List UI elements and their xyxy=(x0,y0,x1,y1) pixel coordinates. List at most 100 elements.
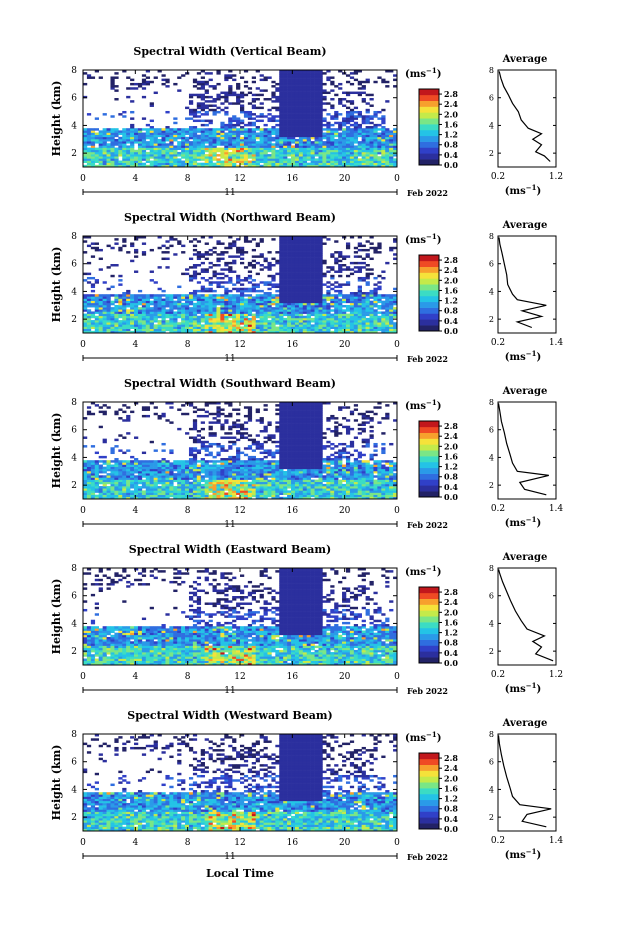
heatmap-cell xyxy=(373,128,378,131)
heatmap-cell xyxy=(247,270,253,273)
heatmap-cell xyxy=(298,304,304,308)
heatmap-cell xyxy=(314,279,319,282)
heatmap-cell xyxy=(326,298,331,301)
heatmap-cell xyxy=(310,294,315,297)
heatmap-cell xyxy=(275,317,280,321)
heatmap-cell xyxy=(287,115,292,118)
heatmap-cell xyxy=(291,285,296,289)
heatmap-cell xyxy=(283,141,288,144)
heatmap-cell xyxy=(130,110,135,114)
heatmap-cell xyxy=(157,496,162,500)
heatmap-cell xyxy=(161,143,166,146)
heatmap-cell xyxy=(381,322,386,325)
heatmap-cell xyxy=(204,104,209,107)
heatmap-cell xyxy=(204,302,209,306)
x-tick-label: 0 xyxy=(80,340,86,350)
heatmap-cell xyxy=(365,311,370,314)
heatmap-cell xyxy=(118,462,123,465)
heatmap-cell xyxy=(181,466,186,470)
heatmap-cell xyxy=(196,128,202,131)
heatmap-cell xyxy=(126,296,131,299)
heatmap-cell xyxy=(185,496,190,500)
heatmap-cell xyxy=(279,147,284,151)
heatmap-cell xyxy=(294,160,300,163)
heatmap-cell xyxy=(86,154,92,157)
heatmap-cell xyxy=(275,289,280,293)
heatmap-cell xyxy=(314,311,319,314)
heatmap-cell xyxy=(377,274,382,278)
heatmap-cell xyxy=(90,494,96,498)
heatmap-cell xyxy=(157,473,162,476)
heatmap-cell xyxy=(208,248,213,252)
heatmap-cell xyxy=(365,162,370,166)
heatmap-cell xyxy=(90,300,96,304)
heatmap-cell xyxy=(141,470,147,474)
heatmap-cell xyxy=(314,110,319,114)
heatmap-cell xyxy=(385,100,390,103)
heatmap-cell xyxy=(149,300,154,304)
heatmap-cell xyxy=(130,479,135,483)
heatmap-cell xyxy=(365,276,370,280)
heatmap-cell xyxy=(208,158,213,161)
heatmap-cell xyxy=(283,82,288,86)
heatmap-cell xyxy=(86,475,92,478)
heatmap-cell xyxy=(361,294,366,297)
heatmap-cell xyxy=(196,240,202,243)
heatmap-cell xyxy=(365,272,370,276)
heatmap-cell xyxy=(220,164,225,168)
heatmap-cell xyxy=(318,104,323,107)
heatmap-cell xyxy=(169,481,174,485)
heatmap-cell xyxy=(271,330,276,334)
heatmap-cell xyxy=(287,311,292,314)
colorbar-tick-label: 0.0 xyxy=(444,326,458,336)
heatmap-cell xyxy=(232,138,237,142)
heatmap-cell xyxy=(141,324,147,327)
heatmap-cell xyxy=(247,117,253,120)
heatmap-cell xyxy=(83,147,88,151)
heatmap-cell xyxy=(83,251,88,254)
heatmap-cell xyxy=(130,490,135,493)
heatmap-cell xyxy=(212,143,217,146)
heatmap-cell xyxy=(263,136,268,140)
heatmap-cell xyxy=(389,315,394,319)
heatmap-cell xyxy=(283,283,288,286)
heatmap-cell xyxy=(130,100,135,103)
heatmap-cell xyxy=(110,149,115,153)
heatmap-cell xyxy=(149,309,154,312)
colorbar-tick-label: 2.4 xyxy=(444,265,458,275)
heatmap-cell xyxy=(114,89,119,92)
heatmap-cell xyxy=(381,141,386,144)
heatmap-cell xyxy=(145,464,151,467)
heatmap-cell xyxy=(291,302,296,306)
heatmap-cell xyxy=(181,326,186,329)
heatmap-cell xyxy=(259,324,264,327)
heatmap-cell xyxy=(279,248,284,252)
heatmap-cell xyxy=(165,151,170,155)
heatmap-cell xyxy=(106,164,111,168)
heatmap-cell xyxy=(279,160,284,163)
heatmap-cell xyxy=(130,242,135,245)
heatmap-cell xyxy=(126,162,131,166)
heatmap-cell xyxy=(110,490,115,493)
heatmap-cell xyxy=(185,162,190,166)
heatmap-cell xyxy=(389,134,394,138)
heatmap-cell xyxy=(157,326,162,329)
heatmap-cell xyxy=(306,266,311,269)
heatmap-cell xyxy=(381,138,386,142)
heatmap-cell xyxy=(181,324,186,327)
heatmap-cell xyxy=(287,300,292,304)
heatmap-cell xyxy=(342,121,347,125)
heatmap-cell xyxy=(145,309,151,312)
heatmap-cell xyxy=(224,287,229,291)
heatmap-cell xyxy=(224,91,229,95)
heatmap-cell xyxy=(291,248,296,252)
heatmap-cell xyxy=(141,138,147,142)
heatmap-cell xyxy=(342,98,347,101)
heatmap-cell xyxy=(181,162,186,166)
heatmap-cell xyxy=(130,330,135,334)
heatmap-cell xyxy=(294,294,300,297)
heatmap-cell xyxy=(185,311,190,314)
heatmap-cell xyxy=(110,477,115,480)
heatmap-cell xyxy=(118,162,123,166)
heatmap-cell xyxy=(326,294,331,297)
